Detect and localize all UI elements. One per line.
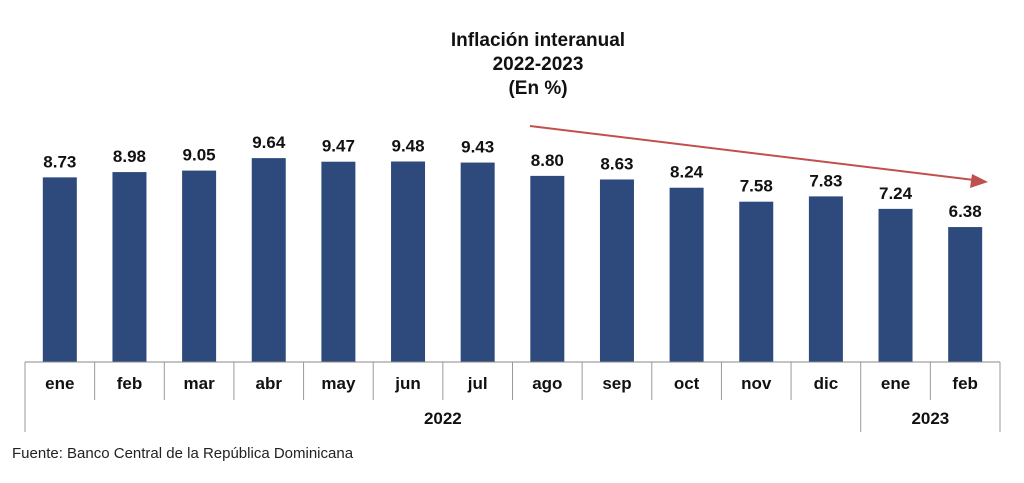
category-label-11: dic [814, 374, 839, 393]
group-label-2023: 2023 [911, 409, 949, 428]
value-label-3: 9.64 [252, 133, 286, 152]
category-label-6: jul [467, 374, 488, 393]
chart-title-line-2: 2022-2023 [493, 54, 584, 75]
bar-3 [251, 158, 286, 362]
bar-4 [321, 161, 356, 362]
trend-arrow-line [529, 125, 975, 181]
category-label-12: ene [881, 374, 910, 393]
bar-10 [739, 201, 774, 362]
bars-group [42, 158, 983, 362]
category-label-10: nov [741, 374, 772, 393]
trend-arrow [529, 125, 988, 188]
bar-8 [599, 179, 634, 362]
category-axis: ene feb mar abr may jun jul ago sep oct nov dic ene f… [24, 361, 1001, 432]
value-label-13: 6.38 [949, 202, 982, 221]
value-label-8: 8.63 [600, 154, 633, 173]
category-label-2: mar [184, 374, 216, 393]
category-label-8: sep [602, 374, 631, 393]
value-label-11: 7.83 [809, 171, 842, 190]
chart-title-line-1: Inflación interanual [451, 30, 625, 51]
value-label-9: 8.24 [670, 163, 704, 182]
bar-13 [948, 227, 983, 362]
value-label-12: 7.24 [879, 184, 913, 203]
bar-6 [460, 162, 495, 362]
value-label-4: 9.47 [322, 137, 355, 156]
chart-title-line-3: (En %) [508, 78, 567, 99]
bar-5 [391, 161, 426, 362]
chart-title: Inflación interanual 2022-2023 (En %) [451, 30, 625, 99]
value-labels-group: 8.73 8.98 9.05 9.64 9.47 9.48 9.43 8.80 8.63 8.24… [43, 133, 981, 221]
category-label-3: abr [256, 374, 283, 393]
category-label-5: jun [394, 374, 421, 393]
bar-11 [808, 196, 843, 362]
bar-2 [182, 170, 217, 362]
value-label-0: 8.73 [43, 152, 76, 171]
category-label-9: oct [674, 374, 700, 393]
category-label-1: feb [117, 374, 143, 393]
category-label-7: ago [532, 374, 562, 393]
category-label-4: may [321, 374, 356, 393]
value-label-2: 9.05 [183, 146, 216, 165]
bar-12 [878, 208, 913, 362]
group-label-2022: 2022 [424, 409, 462, 428]
bar-chart: Inflación interanual 2022-2023 (En %) 8.… [24, 30, 1001, 432]
bar-7 [530, 175, 565, 362]
bar-0 [42, 177, 77, 362]
source-note: Fuente: Banco Central de la República Do… [12, 445, 354, 462]
bar-1 [112, 172, 147, 362]
value-label-5: 9.48 [391, 136, 424, 155]
category-label-13: feb [952, 374, 978, 393]
value-label-10: 7.58 [740, 177, 773, 196]
category-label-0: ene [45, 374, 74, 393]
value-label-7: 8.80 [531, 151, 564, 170]
trend-arrow-head [970, 174, 988, 188]
value-label-1: 8.98 [113, 147, 146, 166]
bar-9 [669, 187, 704, 362]
value-label-6: 9.43 [461, 138, 494, 157]
